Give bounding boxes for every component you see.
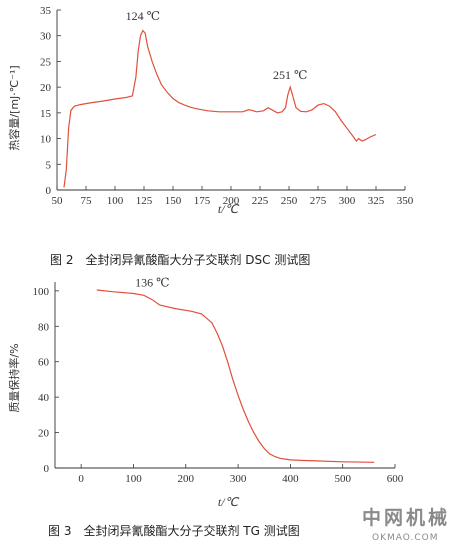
dsc-annotations: 124 ℃ 251 ℃ — [126, 9, 308, 82]
c1-y-tick-label: 20 — [40, 82, 52, 94]
c1-y-tick-label: 25 — [40, 56, 52, 68]
c1-y-tick-label: 5 — [46, 159, 52, 171]
c1-x-tick-label: 100 — [107, 195, 124, 207]
dsc-ticks: 50 75 100 125 150 175 200 225 250 275 300 325 350 0 5 1… — [40, 5, 414, 207]
c1-x-tick-label: 150 — [165, 195, 182, 207]
c1-x-tick-label: 200 — [223, 195, 240, 207]
watermark-title: 中网机械 — [362, 506, 450, 529]
c1-x-tick-label: 75 — [81, 195, 93, 207]
c1-x-tick-label: 175 — [194, 195, 211, 207]
c2-y-tick-label: 20 — [38, 428, 50, 440]
c1-y-tick-label: 30 — [40, 31, 52, 43]
dsc-curve — [63, 29, 377, 188]
c2-y-tick-label: 60 — [38, 357, 50, 369]
c1-x-tick-label: 225 — [252, 195, 269, 207]
tg-ticks: 0 100 200 300 400 500 600 0 20 40 60 80 100 — [33, 282, 404, 485]
tg-annotations: 136 ℃ — [135, 275, 169, 289]
c1-x-tick-label: 250 — [281, 195, 298, 207]
tg-x-axis-label: t/℃ — [218, 495, 240, 509]
dsc-caption: 图 2 全封闭异氰酸酯大分子交联剂 DSC 测试图 — [50, 252, 310, 267]
c1-x-tick-label: 300 — [339, 195, 356, 207]
c1-y-tick-label: 10 — [40, 134, 52, 146]
dsc-y-axis-label: 热容量/[mJ·℃⁻¹] — [7, 65, 21, 150]
watermark-url: OKMAO.COM — [372, 533, 438, 543]
c2-y-tick-label: 80 — [38, 321, 50, 333]
tg-curve — [96, 289, 375, 463]
c2-x-tick-label: 600 — [387, 473, 404, 485]
c2-x-tick-label: 100 — [125, 473, 142, 485]
c2-x-tick-label: 0 — [78, 473, 84, 485]
watermark-logo: 中网机械 OKMAO.COM — [362, 506, 450, 543]
c2-x-tick-label: 500 — [334, 473, 351, 485]
c2-x-tick-label: 200 — [178, 473, 195, 485]
dsc-chart: 50 75 100 125 150 175 200 225 250 275 300 325 350 0 5 1… — [7, 5, 414, 267]
tg-caption: 图 3 全封闭异氰酸酯大分子交联剂 TG 测试图 — [48, 523, 300, 538]
tg-y-axis-label: 质量保持率/% — [7, 343, 21, 412]
c1-y-tick-label: 35 — [40, 5, 52, 17]
c1-x-tick-label: 125 — [136, 195, 153, 207]
c1-x-tick-label: 350 — [397, 195, 414, 207]
c1-y-tick-label: 15 — [40, 108, 52, 120]
c2-x-tick-label: 300 — [230, 473, 247, 485]
c2-y-tick-label: 40 — [38, 392, 50, 404]
c2-annotation-label: 136 ℃ — [135, 275, 169, 289]
dsc-x-axis-label: t/℃ — [218, 202, 240, 216]
c2-y-tick-label: 0 — [44, 463, 50, 475]
c2-y-tick-label: 100 — [33, 286, 50, 298]
c1-annotation-label: 124 ℃ — [126, 9, 160, 23]
c1-y-tick-label: 0 — [46, 185, 52, 197]
c2-x-tick-label: 400 — [282, 473, 299, 485]
c1-annotation-label: 251 ℃ — [273, 68, 307, 82]
c1-x-tick-label: 50 — [52, 195, 64, 207]
c1-x-tick-label: 275 — [310, 195, 327, 207]
tg-chart: 0 100 200 300 400 500 600 0 20 40 60 80 100 136 ℃ t/… — [7, 275, 404, 538]
c1-x-tick-label: 325 — [368, 195, 385, 207]
